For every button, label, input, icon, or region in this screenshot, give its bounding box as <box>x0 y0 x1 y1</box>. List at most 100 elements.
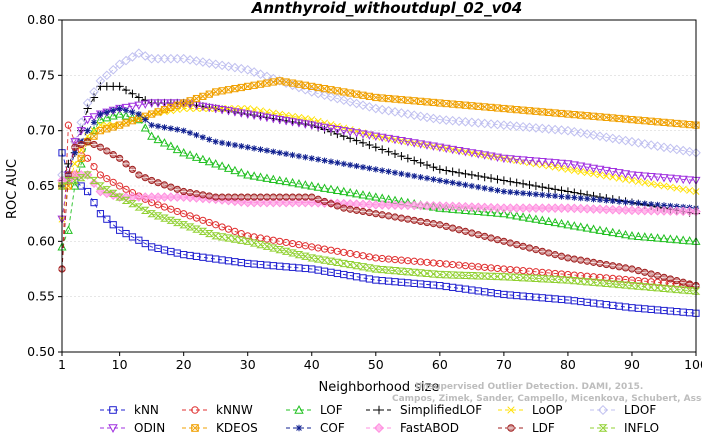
series-point <box>666 183 674 191</box>
series-point <box>358 130 368 139</box>
x-axis-label: Neighborhood size <box>319 380 440 395</box>
series-point <box>454 168 464 177</box>
series-point <box>486 174 496 183</box>
series-point <box>627 136 637 147</box>
series-point <box>461 169 470 178</box>
series-point <box>250 193 258 201</box>
series-point <box>647 270 655 278</box>
series-point <box>185 55 195 65</box>
series-point <box>218 193 226 201</box>
series-point <box>671 206 682 216</box>
series-point <box>116 105 123 112</box>
series-point <box>486 272 496 280</box>
series-point <box>301 193 309 201</box>
series-point <box>518 156 528 165</box>
series-point <box>179 221 188 229</box>
series-point <box>358 190 368 199</box>
series-point <box>659 142 669 153</box>
series-point <box>621 281 630 289</box>
series-point <box>327 121 335 129</box>
series-point <box>199 216 207 224</box>
series-point <box>678 206 688 217</box>
series-point <box>660 202 668 209</box>
series-point <box>102 113 112 122</box>
series-point <box>198 102 208 112</box>
series-point <box>89 87 99 97</box>
series-point <box>294 197 304 208</box>
series-point <box>455 180 463 187</box>
series-point <box>537 275 547 283</box>
series-point <box>569 221 579 230</box>
series-point <box>595 225 605 234</box>
series-point <box>620 205 631 215</box>
series-point <box>500 188 507 195</box>
series-point <box>473 118 484 128</box>
series-point <box>212 138 219 145</box>
series-point <box>352 262 361 270</box>
series-point <box>64 121 73 129</box>
series-point <box>441 271 451 279</box>
legend-entry-fastabod: FastABOD <box>366 421 459 434</box>
series-point <box>590 170 597 178</box>
series-point <box>493 175 502 184</box>
series-point <box>499 154 509 164</box>
series-inflo <box>57 171 701 295</box>
y-axis-label: ROC AUC <box>5 159 20 219</box>
series-point <box>114 59 125 70</box>
series-point <box>404 96 412 104</box>
series-point <box>275 175 285 185</box>
series-point <box>377 104 388 115</box>
series-point <box>294 251 304 259</box>
series-point <box>409 110 420 120</box>
series-point <box>499 208 509 218</box>
series-point <box>230 235 240 243</box>
series-point <box>223 107 234 116</box>
x-tick-label: 70 <box>496 357 512 372</box>
series-point <box>377 265 387 274</box>
series-point <box>308 193 316 201</box>
series-point <box>628 116 636 124</box>
series-point <box>231 227 239 235</box>
series-point <box>595 131 605 142</box>
series-point <box>685 286 694 295</box>
series-point <box>460 201 471 212</box>
series-point <box>558 164 565 172</box>
series-point <box>159 53 170 64</box>
series-point <box>543 124 554 134</box>
series-point <box>635 200 642 207</box>
series-point <box>109 221 117 229</box>
series-point <box>84 187 92 196</box>
series-point <box>556 125 567 135</box>
series-knnw <box>58 121 700 290</box>
series-point <box>172 144 182 154</box>
legend-entry-ldf: LDF <box>498 421 555 434</box>
series-point <box>640 232 650 241</box>
series-point <box>140 51 151 61</box>
series-point <box>332 93 343 104</box>
series-point <box>455 147 463 155</box>
series-point <box>307 254 317 262</box>
series-point <box>428 201 439 211</box>
series-point <box>268 197 279 208</box>
series-point <box>76 127 86 136</box>
series-point <box>575 128 586 138</box>
series-point <box>544 158 554 167</box>
series-point <box>63 225 73 234</box>
series-point <box>345 260 355 269</box>
series-point <box>588 130 599 140</box>
series-point <box>154 179 162 187</box>
series-point <box>512 273 521 282</box>
series-point <box>180 187 188 196</box>
series-point <box>500 237 508 245</box>
series-point <box>474 171 483 181</box>
series-point <box>525 244 534 252</box>
series-point <box>479 202 490 213</box>
series-point <box>198 154 208 164</box>
series-point <box>178 192 189 202</box>
series-line <box>61 174 697 292</box>
series-point <box>487 234 495 242</box>
series-point <box>122 119 130 127</box>
series-point <box>153 192 163 202</box>
series-point <box>640 283 650 291</box>
series-point <box>372 166 379 173</box>
